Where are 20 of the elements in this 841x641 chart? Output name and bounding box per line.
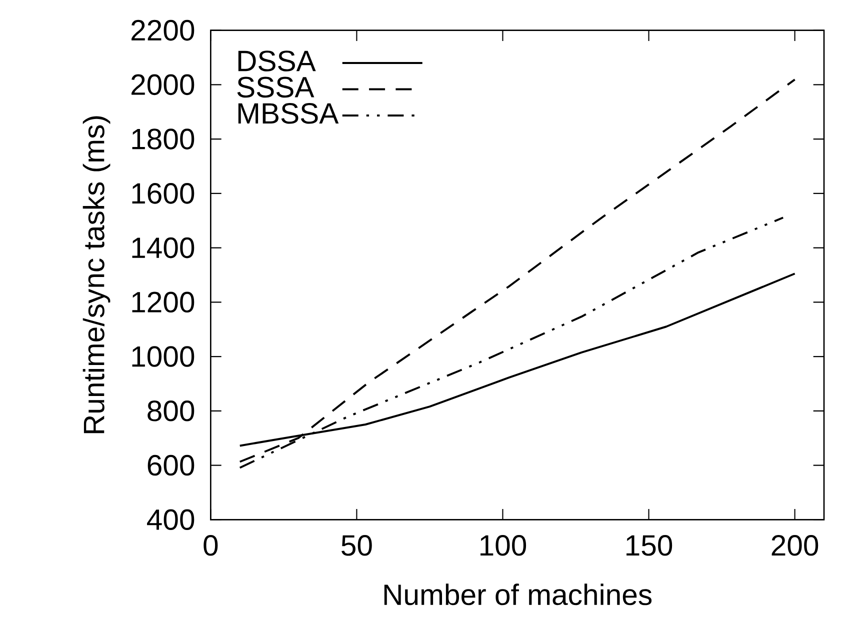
legend-label: DSSA — [238, 50, 316, 72]
x-axis-title: Number of machines — [384, 584, 652, 606]
x-tick-label: 150 — [626, 535, 672, 556]
y-tick-label: 600 — [148, 454, 194, 476]
y-tick-label: 1200 — [132, 292, 194, 313]
x-tick-label: 200 — [772, 535, 818, 556]
y-tick-label: 1800 — [132, 128, 194, 150]
x-tick-label: 50 — [342, 535, 372, 556]
y-tick-label: 2000 — [132, 74, 194, 96]
y-tick-label: 1400 — [132, 237, 194, 258]
x-tick-label: 0 — [204, 535, 218, 556]
y-axis-title: Runtime/sync tasks (ms) — [82, 116, 110, 434]
legend-label: SSSA — [237, 76, 314, 98]
y-tick-label: 2200 — [132, 20, 194, 41]
y-tick-label: 1000 — [132, 346, 194, 367]
x-tick-label: 100 — [480, 535, 526, 556]
y-tick-label: 1600 — [132, 183, 194, 204]
legend-label: MBSSA — [238, 103, 339, 124]
y-tick-label: 800 — [148, 400, 194, 422]
y-tick-label: 400 — [147, 509, 194, 530]
